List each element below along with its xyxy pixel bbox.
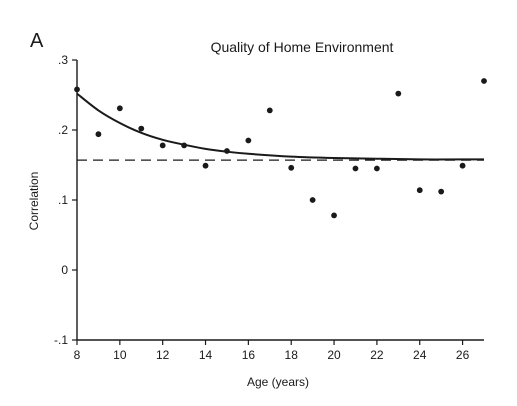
x-tick-label: 18 <box>285 348 299 362</box>
x-tick-label: 26 <box>456 348 470 362</box>
fitted-curve <box>76 92 485 161</box>
x-tick-label: 14 <box>199 348 213 362</box>
x-tick-label: 24 <box>413 348 427 362</box>
y-tick-label: .1 <box>58 193 68 207</box>
y-tick-label: .3 <box>58 53 68 67</box>
data-point <box>438 188 445 195</box>
chart-title: Quality of Home Environment <box>211 39 394 55</box>
x-tick-label: 10 <box>113 348 127 362</box>
data-point <box>416 187 423 194</box>
data-point <box>116 105 123 112</box>
data-point <box>74 86 80 93</box>
x-tick-label: 20 <box>327 348 341 362</box>
data-point <box>331 212 337 219</box>
x-tick-label: 12 <box>156 348 170 362</box>
data-point <box>245 137 252 144</box>
y-axis-title: Correlation <box>27 172 41 231</box>
y-tick-label: .2 <box>58 123 68 137</box>
data-point <box>309 197 316 203</box>
data-point <box>202 162 209 169</box>
x-tick-label: 22 <box>370 348 384 362</box>
data-point <box>138 125 145 132</box>
data-point <box>459 162 466 169</box>
data-point <box>288 164 295 171</box>
data-point <box>352 165 359 172</box>
x-tick-label: 8 <box>74 348 81 362</box>
data-point <box>481 78 487 84</box>
data-point <box>395 90 402 97</box>
x-axis-title: Age (years) <box>247 375 309 389</box>
plot-area: -.1 0 .1 .2 .3 8 10 12 14 16 18 20 22 24 26 <box>54 53 487 362</box>
y-tick-label: 0 <box>61 263 68 277</box>
x-tick-label: 16 <box>242 348 256 362</box>
data-point <box>159 142 166 149</box>
data-point <box>266 107 273 114</box>
data-point <box>95 131 102 138</box>
y-tick-label: -.1 <box>54 333 68 347</box>
data-point <box>373 165 380 172</box>
panel-letter: A <box>30 30 44 52</box>
